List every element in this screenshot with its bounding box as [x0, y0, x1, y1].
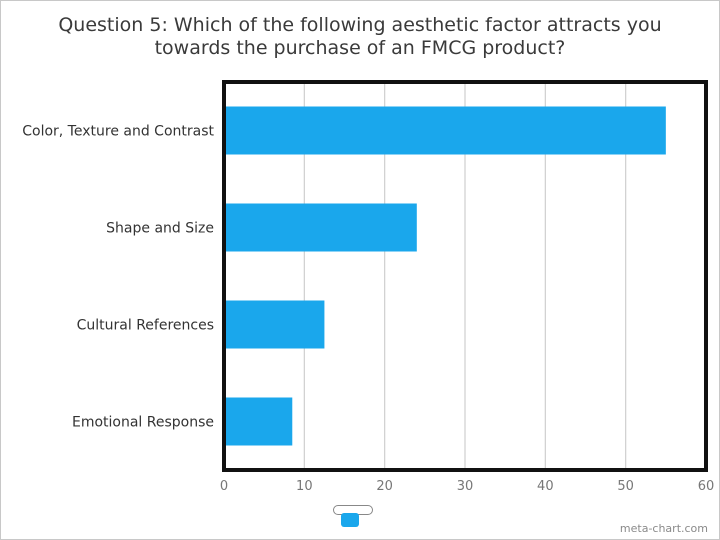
category-label: Shape and Size: [106, 221, 214, 237]
x-tick-label: 50: [617, 479, 634, 494]
category-label: Emotional Response: [72, 415, 214, 431]
bar: [224, 300, 325, 349]
category-label: Cultural References: [77, 318, 214, 334]
x-tick-label: 60: [698, 479, 715, 494]
x-tick-label: 0: [220, 479, 228, 494]
chart-title: Question 5: Which of the following aesth…: [58, 14, 662, 59]
bar: [224, 203, 417, 252]
x-tick-label: 20: [376, 479, 393, 494]
x-tick-label: 40: [537, 479, 554, 494]
plot-area-border: [222, 80, 708, 472]
category-label: Color, Texture and Contrast: [22, 124, 214, 140]
bars: [224, 106, 666, 446]
x-tick-label: 30: [457, 479, 474, 494]
watermark: meta-chart.com: [619, 522, 708, 535]
x-tick-label: 10: [296, 479, 313, 494]
legend-swatch: [341, 513, 359, 527]
bar: [224, 397, 293, 446]
bar: [224, 106, 666, 155]
x-tick-labels: 0 10 20 30 40 50 60: [220, 479, 714, 494]
category-labels: Color, Texture and Contrast Shape and Siz…: [22, 124, 214, 431]
